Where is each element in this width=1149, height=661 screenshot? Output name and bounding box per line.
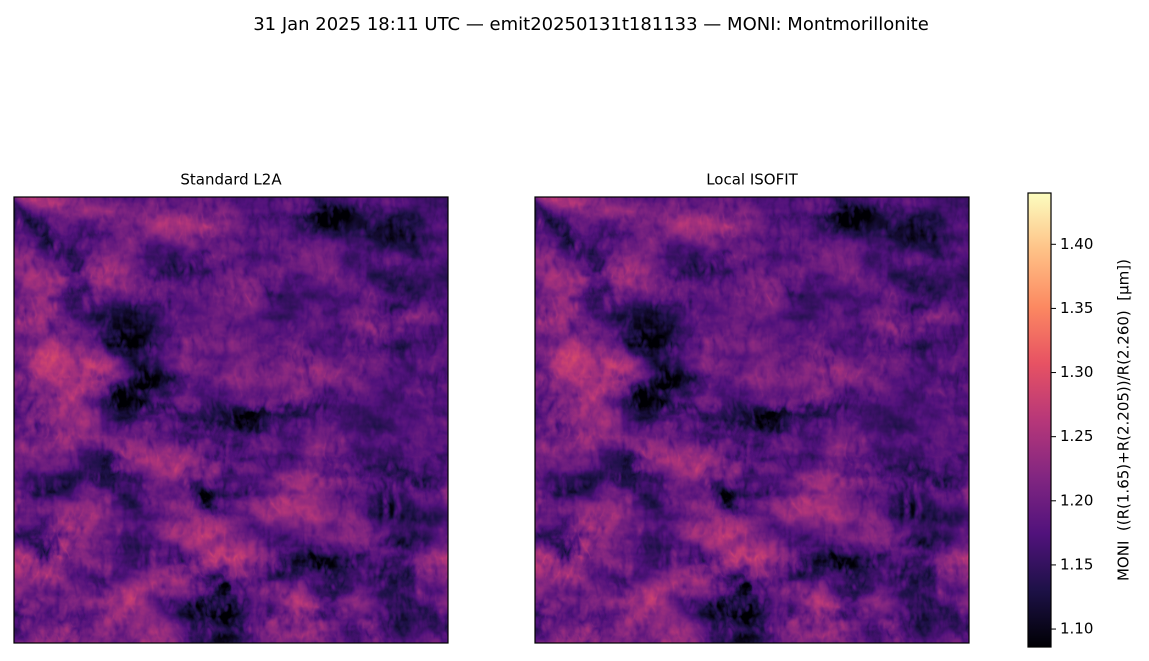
panel-title: Local ISOFIT (706, 171, 798, 189)
colorbar-tick-label: 1.30 (1060, 363, 1093, 381)
panel-title: Standard L2A (180, 171, 282, 189)
colorbar-tick-label: 1.20 (1060, 491, 1093, 509)
raster-image (535, 197, 969, 643)
colorbar-tick-label: 1.10 (1060, 620, 1093, 638)
image-frame (13, 196, 449, 644)
figure-title: 31 Jan 2025 18:11 UTC — emit20250131t181… (253, 14, 929, 35)
colorbar-label: MONI ((R(1.65)+R(2.205))/R(2.260) [µm]) (1115, 259, 1133, 581)
raster-image (14, 197, 448, 643)
colorbar-tick-label: 1.25 (1060, 427, 1093, 445)
image-frame (534, 196, 970, 644)
colorbar-tick-label: 1.15 (1060, 555, 1093, 573)
colorbar (1027, 192, 1052, 648)
colorbar-tick-label: 1.35 (1060, 299, 1093, 317)
colorbar-tick-label: 1.40 (1060, 235, 1093, 253)
